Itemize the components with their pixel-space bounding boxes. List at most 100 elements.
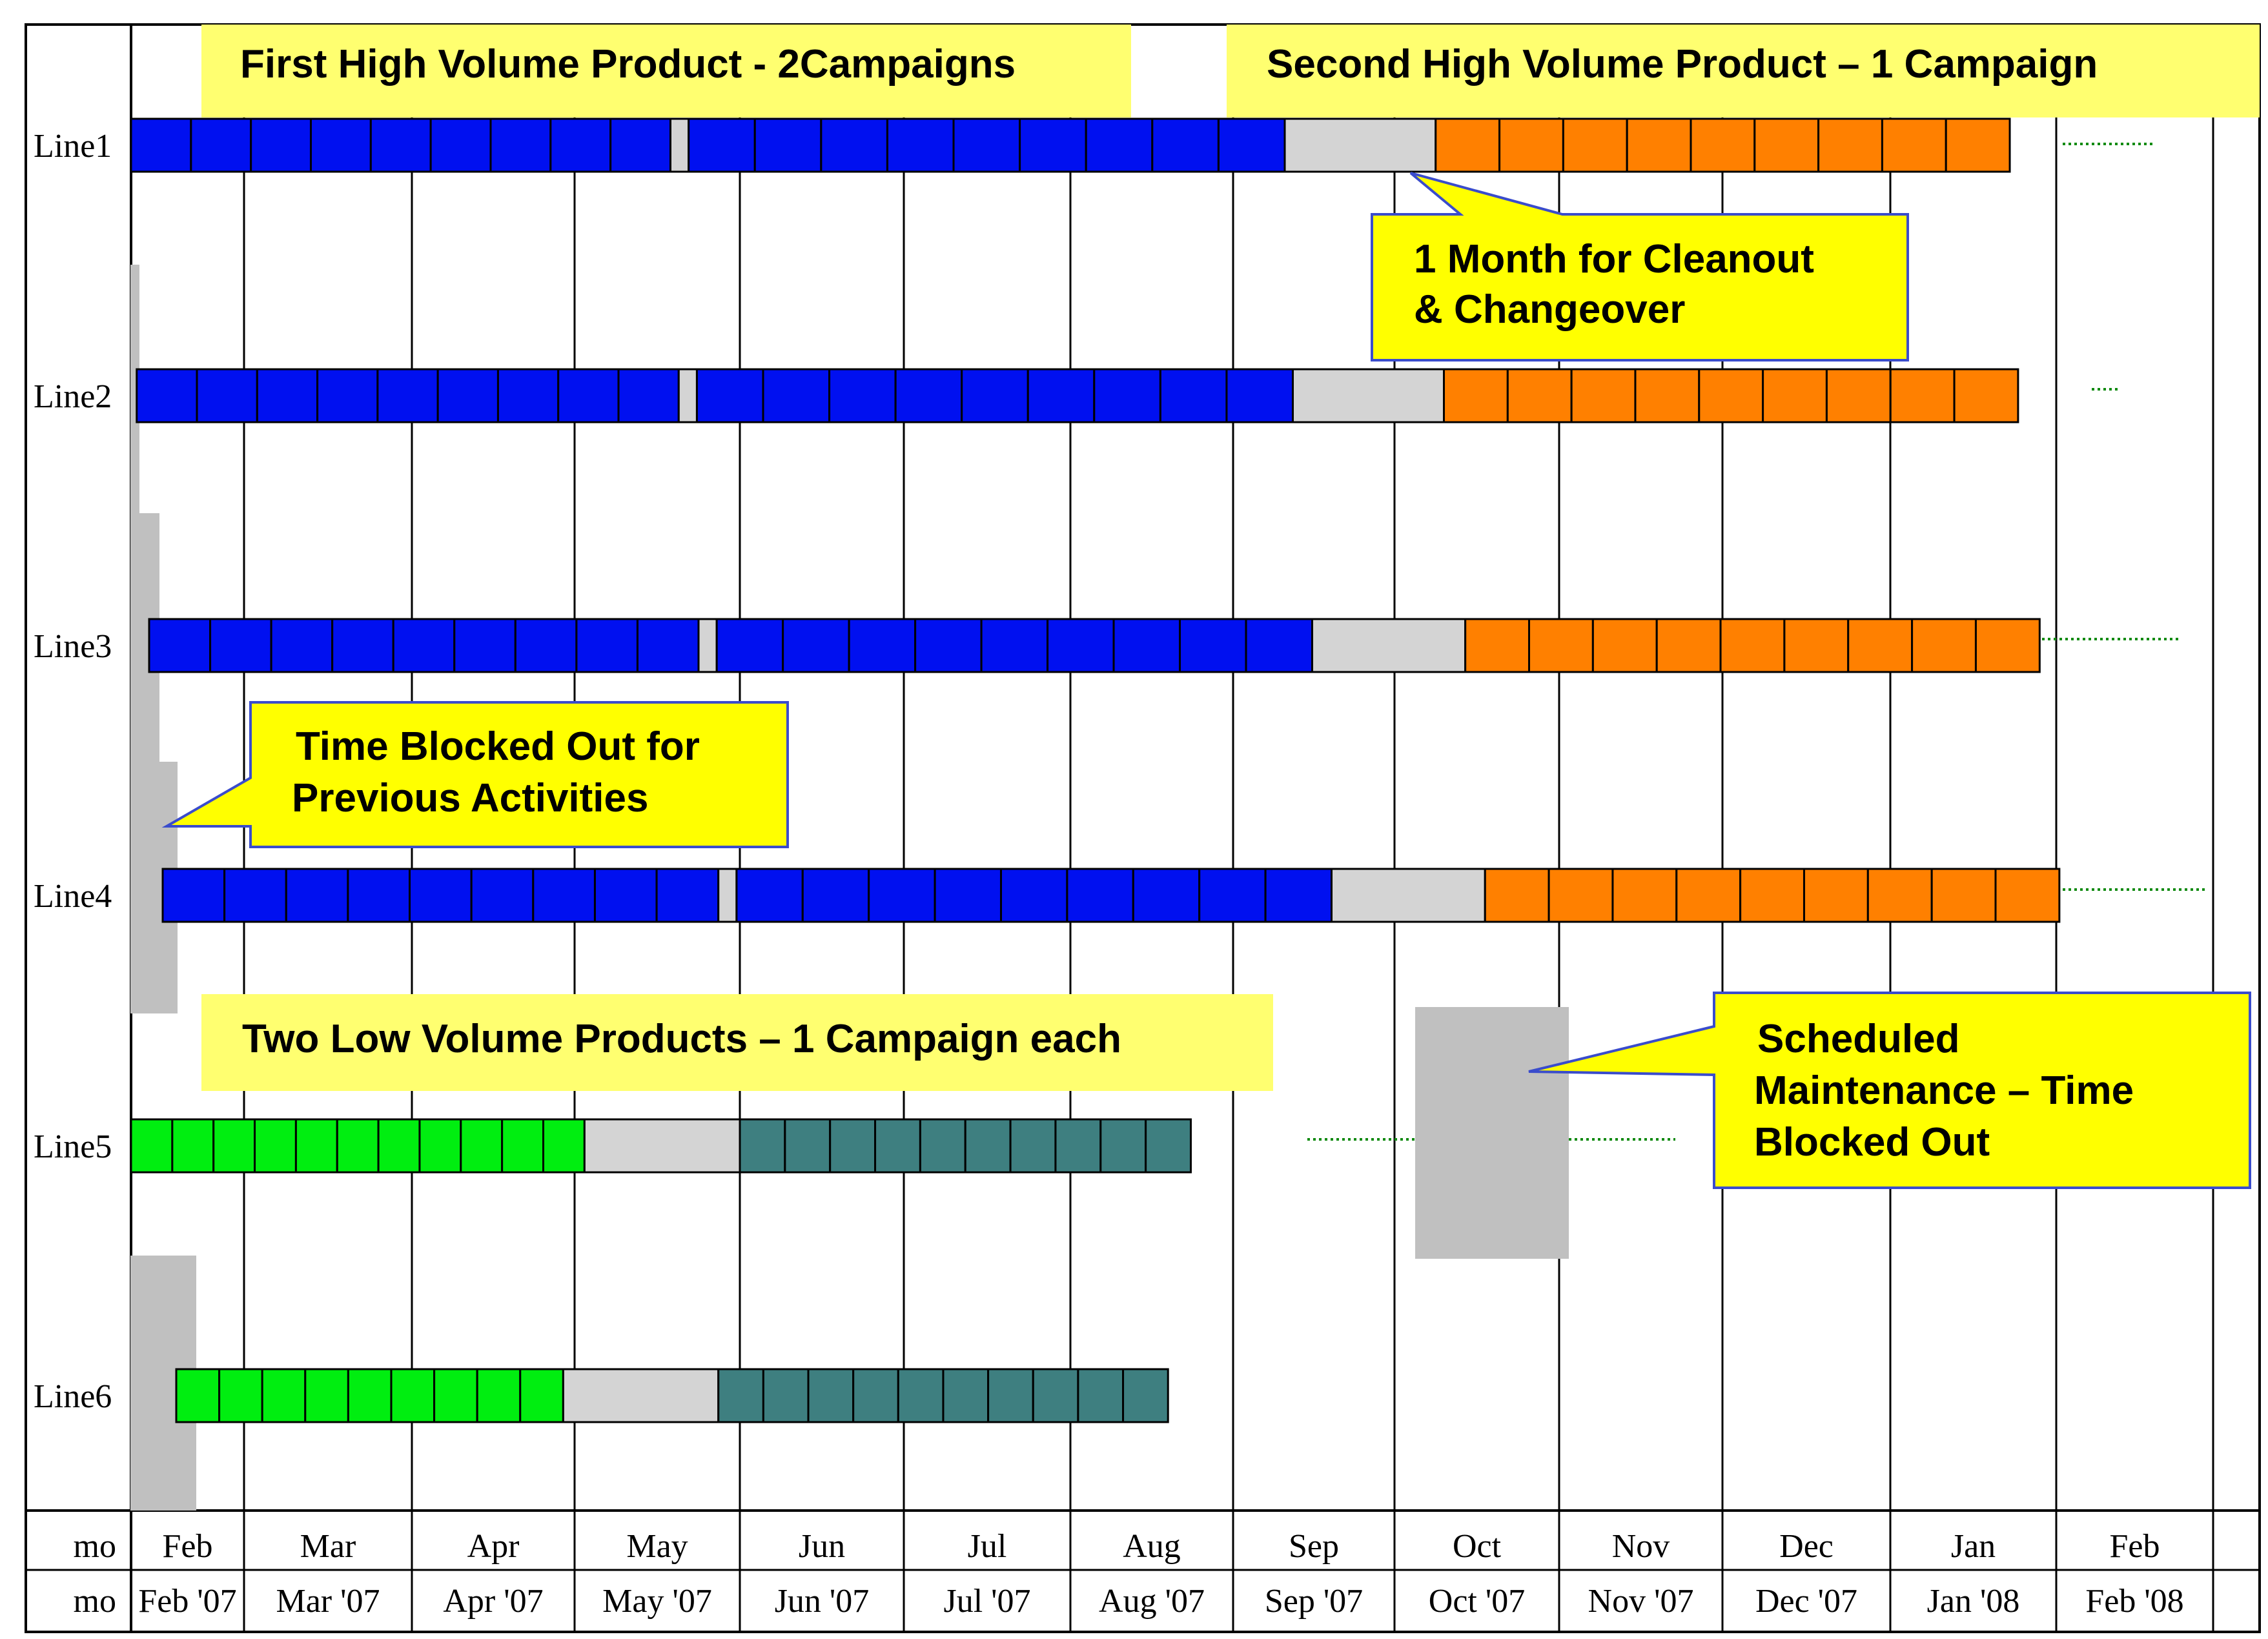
line5-lv_second-cell [919,1118,966,1174]
line3-hv_campaign-cell [980,618,1049,673]
line1-cleanout-cell [669,117,690,173]
line6-lv_first-cell [476,1368,522,1423]
line2-hv_campaign-cell [828,368,897,423]
previous-activities-callout-line2: Previous Activities [292,776,649,820]
line1-second_hv-cell [1562,117,1628,173]
line2-second_hv-cell [1634,368,1701,423]
line3-hv_campaign-cell [209,618,272,673]
line3-hv_campaign-cell [636,618,700,673]
axis-month-label: Feb [2110,1528,2160,1565]
line5-lv_second-cell [784,1118,832,1174]
line6-lv_second-cell [897,1368,945,1423]
line1-hv_campaign-cell [250,117,312,173]
maintenance-callout-line2: Maintenance – Time [1754,1068,2134,1113]
line6-lv_second-cell [987,1368,1034,1423]
axis-month-year-label: May '07 [602,1583,712,1620]
maintenance-callout-line1: Scheduled [1757,1017,1960,1061]
first-hv-header: First High Volume Product - 2Campaigns [201,25,1131,117]
line4-second_hv-cell [1803,868,1869,923]
line3-hv_campaign-cell [575,618,639,673]
line5-lv_second-cell [964,1118,1012,1174]
line3-second_hv-cell [1719,618,1786,673]
axis-month-label: Oct [1453,1528,1502,1565]
line4-hv_campaign-cell [470,868,535,923]
line5-lv_first-cell [254,1118,297,1174]
line2-second_hv-cell [1506,368,1573,423]
line3-hv_campaign-cell [148,618,212,673]
maintenance-callout-box [1528,992,2251,1189]
axis-month-year-label: Nov '07 [1588,1583,1694,1620]
cleanout-callout-line2: & Changeover [1414,287,1685,332]
line2-hv_campaign-cell [695,368,764,423]
line5-lv_first-cell [418,1118,462,1174]
line4-hv_campaign-cell [1198,868,1267,923]
line2-hv_campaign-cell [1225,368,1294,423]
line4-hv_campaign-cell [934,868,1002,923]
line1-second_hv-cell [1626,117,1692,173]
line2-cleanout-cell [1292,368,1445,423]
line6-lv_first-cell [261,1368,307,1423]
line3-second_hv-cell [1591,618,1658,673]
maintenance-callout-line3: Blocked Out [1754,1120,1990,1165]
line2-second_hv-cell [1570,368,1637,423]
line4-hv_campaign-cell [1264,868,1333,923]
second-hv-header-bg [1227,25,2260,117]
line3-hv_campaign-cell [392,618,456,673]
line4-second_hv-cell [1994,868,2061,923]
second-hv-header: Second High Volume Product – 1 Campaign [1227,25,2260,117]
axis-month-year-label: Dec '07 [1755,1583,1857,1620]
line6-lv_second-cell [807,1368,855,1423]
line4-second_hv-cell [1548,868,1614,923]
line6-lv_first-cell [433,1368,478,1423]
axis-month-year-label: Apr '07 [443,1583,543,1620]
axis-month-label: Mar [300,1528,356,1565]
line6-cleanout-cell [562,1368,720,1423]
axis-month-year-label: Aug '07 [1099,1583,1205,1620]
line4-hv_campaign-cell [801,868,870,923]
line1-hv_campaign-cell [886,117,955,173]
line2-hv_campaign-cell [136,368,198,423]
line4-hv_campaign-cell [593,868,658,923]
first-hv-header-text: First High Volume Product - 2Campaigns [240,42,1016,87]
line6-lv_second-cell [1032,1368,1079,1423]
line2-hv_campaign-cell [1159,368,1228,423]
line2-hv_campaign-cell [436,368,499,423]
axis-row1-label: mo [74,1528,116,1565]
line4-second_hv-cell [1930,868,1997,923]
axis-month-year-label: Jul '07 [943,1583,1030,1620]
line1-second_hv-cell [1690,117,1756,173]
line5-lv_first-cell [542,1118,586,1174]
line3-cleanout-cell [1311,618,1467,673]
line4-hv_campaign-cell [999,868,1068,923]
line2-hv_campaign-cell [557,368,620,423]
line1-second_hv-cell [1498,117,1564,173]
line1-second_hv-cell [1817,117,1883,173]
line4-hv_campaign-cell [409,868,473,923]
line5-lv_second-cell [1054,1118,1102,1174]
line4-cleanout-cell [1331,868,1486,923]
axis-month-label: Sep [1289,1528,1339,1565]
line1-hv_campaign-cell [489,117,552,173]
line3-second_hv-cell [1847,618,1914,673]
line5-lv_second-cell [874,1118,921,1174]
axis-month-label: May [626,1528,688,1565]
line5-lv_second-cell [1145,1118,1192,1174]
axis-month-label: Apr [467,1528,520,1565]
line3-hv_campaign-cell [331,618,394,673]
line4-second_hv-cell [1484,868,1550,923]
line2-hv_campaign-cell [961,368,1029,423]
line1-second_hv-cell [1881,117,1947,173]
line1-hv_campaign-cell [1019,117,1087,173]
line2-hv_campaign-cell [316,368,379,423]
line6-lv_first-cell [218,1368,263,1423]
line5-lv_first-cell [377,1118,421,1174]
previous-activities-callout-box [161,701,789,848]
axis-month-label: Jan [1951,1528,1996,1565]
cleanout-callout-box [1371,172,1909,361]
line5-lv_first-cell [212,1118,256,1174]
line4-second_hv-cell [1675,868,1742,923]
line3-hv_campaign-cell [453,618,516,673]
axis-month-year-label: Jan '08 [1927,1583,2020,1620]
line2-second_hv-cell [1825,368,1892,423]
line6-lv_second-cell [717,1368,764,1423]
